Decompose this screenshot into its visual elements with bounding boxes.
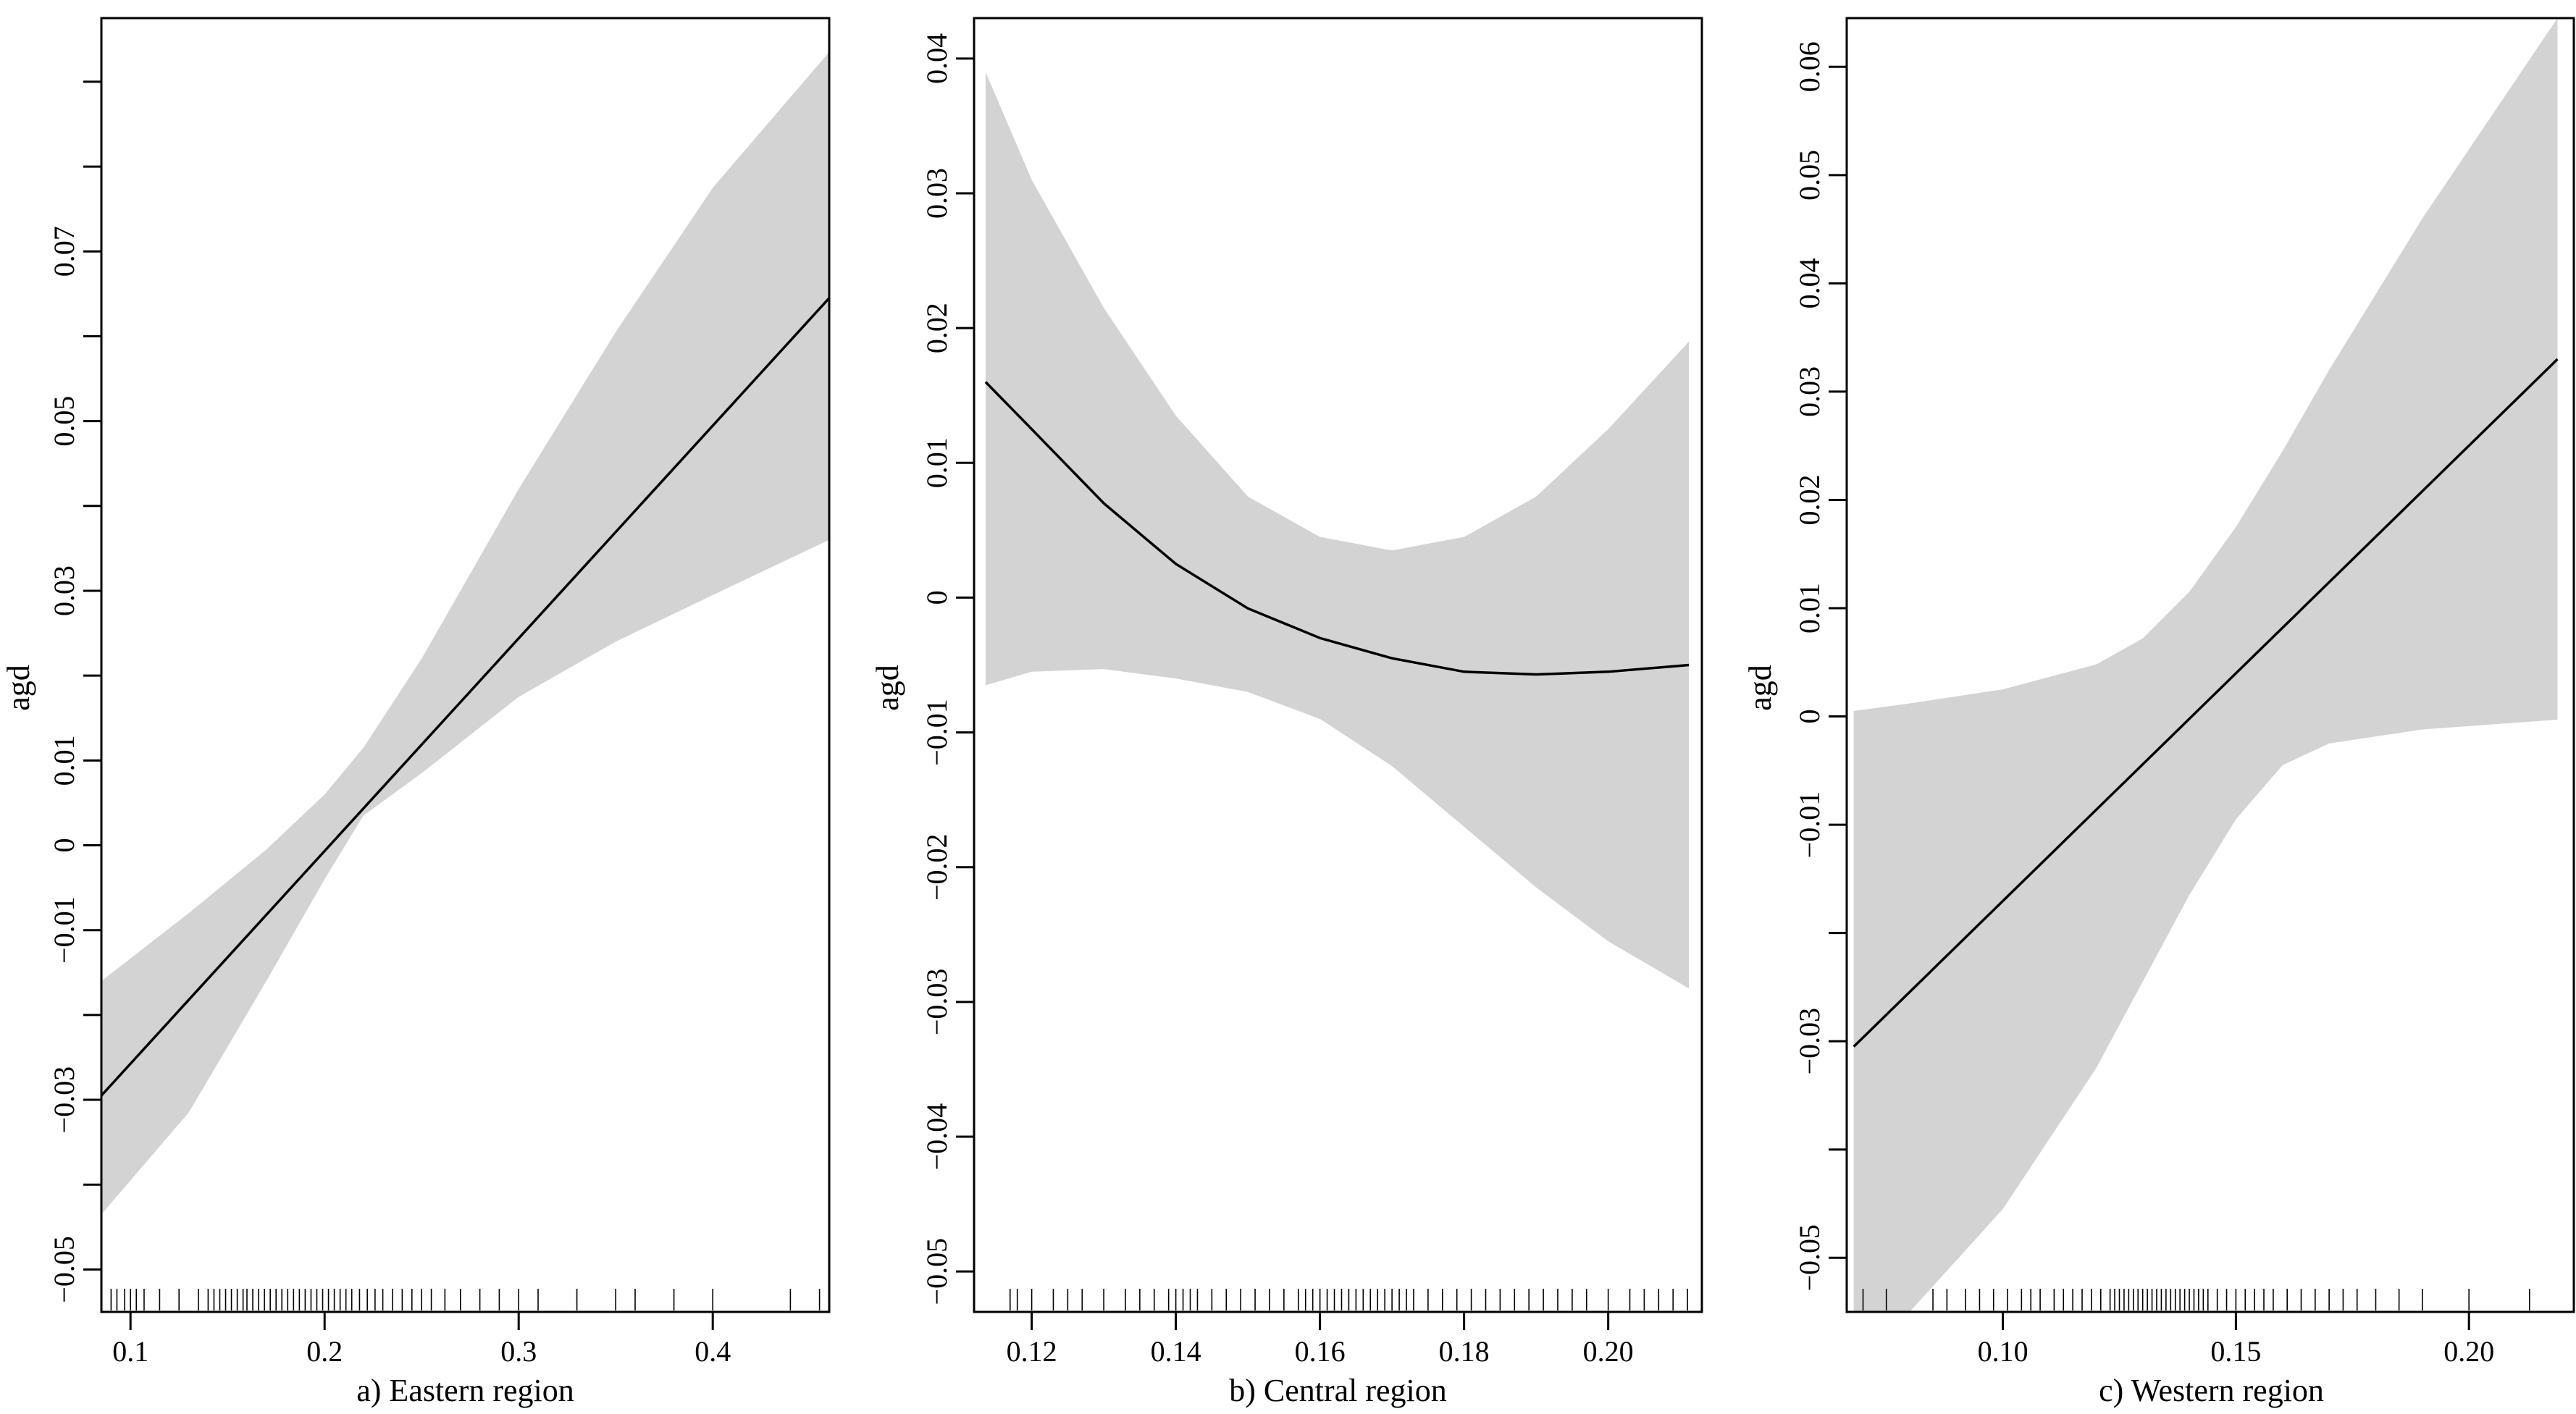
rug [1862,1289,2530,1310]
confidence-band [985,72,1690,989]
y-tick-label: −0.05 [48,1236,80,1303]
fit-line [101,297,829,1097]
y-tick-label: 0.02 [920,303,953,353]
chart-panel-2: 0.12 0.14 0.16 0.18 0.20 −0.05 −0.04 −0.03 −0.02… [870,17,1703,1408]
y-tick-label: −0.03 [48,1066,80,1134]
x-tick-label: 0.14 [1151,1335,1201,1368]
plot-frame [1845,17,2575,1313]
chart-panel-1: 0.1 0.2 0.3 0.4 −0.05 −0.03 −0.01 0 0.01 0.03 0.05… [1,17,831,1408]
x-axis-title: c) Western region [2099,1373,2324,1408]
y-axis-title: agd [1,665,36,711]
x-tick-label: 0.20 [2443,1335,2494,1368]
y-tick-label: −0.04 [920,1103,953,1171]
fit-line [1853,358,2559,1048]
y-tick-label: −0.05 [1793,1224,1826,1292]
y-tick-label: −0.02 [920,833,953,901]
plot-frame [973,17,1703,1313]
x-axis-title: b) Central region [1229,1373,1447,1408]
y-tick-label: 0.05 [1793,150,1826,201]
x-axis-title: a) Eastern region [356,1373,574,1408]
plot-frame [100,17,831,1313]
y-tick-label: 0.03 [920,168,953,219]
y-axis-title: agd [870,665,905,711]
x-tick-label: 0.10 [1978,1335,2029,1368]
y-tick-label: −0.03 [1793,1008,1826,1075]
y-tick-label: 0.01 [920,437,953,488]
rug [1009,1289,1688,1310]
y-tick-label: 0.04 [1793,258,1826,308]
fit-line [984,381,1690,676]
x-tick-label: 0.18 [1439,1335,1490,1368]
confidence-band [101,51,829,1215]
y-tick-label: 0.03 [48,565,80,616]
y-tick-label: 0 [48,838,80,853]
x-tick-label: 0.3 [500,1335,537,1368]
x-tick-label: 0.4 [695,1335,731,1368]
y-tick-label: 0.01 [48,735,80,786]
x-tick-label: 0.15 [2210,1335,2261,1368]
y-tick-label: −0.01 [48,896,80,964]
confidence-band [1853,18,2558,1312]
x-tick-label: 0.20 [1583,1335,1634,1368]
rug [110,1289,821,1310]
y-tick-label: 0.06 [1793,41,1826,92]
y-tick-label: −0.01 [920,699,953,766]
y-tick-label: 0 [1793,710,1826,724]
y-tick-label: 0.04 [920,33,953,84]
chart-panel-3: 0.10 0.15 0.20 −0.05 −0.03 −0.01 0 0.01 0.02 0.03… [1742,17,2575,1408]
x-tick-label: 0.16 [1295,1335,1346,1368]
y-tick-label: 0.03 [1793,366,1826,417]
y-tick-label: 0 [920,590,953,605]
y-tick-label: −0.03 [920,969,953,1036]
y-tick-label: 0.07 [48,226,80,277]
y-tick-label: 0.05 [48,396,80,447]
y-tick-label: 0.02 [1793,474,1826,525]
y-tick-label: −0.05 [920,1238,953,1305]
x-tick-label: 0.1 [112,1335,148,1368]
y-tick-label: −0.01 [1793,791,1826,859]
x-tick-label: 0.12 [1007,1335,1057,1368]
y-tick-label: 0.01 [1793,583,1826,634]
y-axis-title: agd [1742,665,1778,711]
x-tick-label: 0.2 [306,1335,343,1368]
